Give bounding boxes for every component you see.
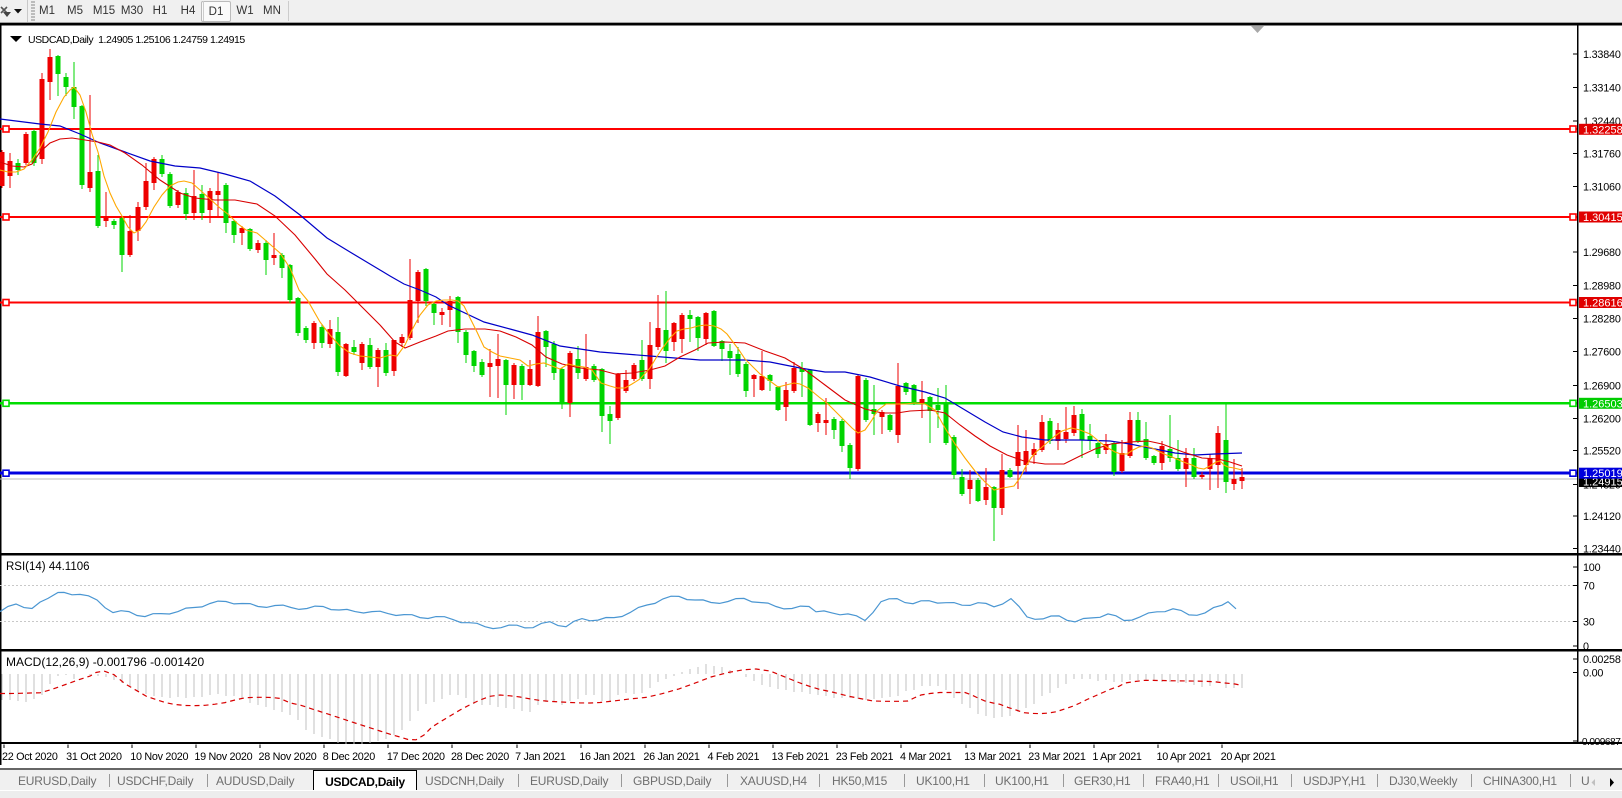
svg-text:1.26503: 1.26503	[1583, 398, 1622, 410]
svg-text:USDCAD,Daily 1.24905 1.25106: USDCAD,Daily 1.24905 1.25106 1.24759 1.2…	[28, 34, 245, 46]
svg-text:0.00: 0.00	[1583, 668, 1603, 680]
svg-text:8 Dec 2020: 8 Dec 2020	[323, 751, 376, 763]
svg-text:28 Dec 2020: 28 Dec 2020	[451, 751, 509, 763]
svg-text:1.31760: 1.31760	[1583, 149, 1621, 161]
svg-text:1.31060: 1.31060	[1583, 182, 1621, 194]
svg-text:4 Feb 2021: 4 Feb 2021	[708, 751, 760, 763]
svg-text:1.33140: 1.33140	[1583, 83, 1621, 95]
svg-text:19 Nov 2020: 19 Nov 2020	[194, 751, 252, 763]
svg-text:1.33840: 1.33840	[1583, 49, 1621, 61]
svg-text:1.25019: 1.25019	[1583, 468, 1622, 480]
svg-text:30: 30	[1583, 617, 1595, 629]
svg-text:0.00258: 0.00258	[1583, 654, 1621, 666]
svg-text:23 Mar 2021: 23 Mar 2021	[1028, 751, 1086, 763]
svg-text:31 Oct 2020: 31 Oct 2020	[66, 751, 122, 763]
svg-text:1.32258: 1.32258	[1583, 124, 1622, 136]
svg-text:1.29680: 1.29680	[1583, 247, 1621, 259]
svg-text:13 Feb 2021: 13 Feb 2021	[772, 751, 830, 763]
svg-text:0: 0	[1583, 641, 1589, 653]
svg-text:1.27600: 1.27600	[1583, 347, 1621, 359]
svg-text:1.28980: 1.28980	[1583, 281, 1621, 293]
svg-text:1.26900: 1.26900	[1583, 381, 1621, 393]
svg-text:4 Mar 2021: 4 Mar 2021	[900, 751, 952, 763]
svg-text:1.23440: 1.23440	[1583, 544, 1621, 556]
svg-text:100: 100	[1583, 562, 1601, 574]
svg-text:1.24120: 1.24120	[1583, 511, 1621, 523]
svg-text:-0.009687: -0.009687	[1579, 737, 1621, 748]
svg-text:1.30415: 1.30415	[1583, 212, 1622, 224]
svg-text:10 Apr 2021: 10 Apr 2021	[1157, 751, 1212, 763]
svg-text:MACD(12,26,9) -0.001796 -0.001: MACD(12,26,9) -0.001796 -0.001420	[6, 655, 204, 669]
svg-text:1.24915: 1.24915	[1583, 477, 1622, 489]
svg-text:7 Jan 2021: 7 Jan 2021	[515, 751, 566, 763]
svg-text:28 Nov 2020: 28 Nov 2020	[259, 751, 317, 763]
svg-text:1.28280: 1.28280	[1583, 314, 1621, 326]
svg-text:70: 70	[1583, 581, 1595, 593]
svg-text:22 Oct 2020: 22 Oct 2020	[2, 751, 58, 763]
svg-text:13 Mar 2021: 13 Mar 2021	[964, 751, 1022, 763]
svg-text:16 Jan 2021: 16 Jan 2021	[579, 751, 635, 763]
svg-text:RSI(14) 44.1106: RSI(14) 44.1106	[6, 561, 90, 573]
svg-text:1.25520: 1.25520	[1583, 446, 1621, 458]
svg-text:23 Feb 2021: 23 Feb 2021	[836, 751, 894, 763]
svg-text:26 Jan 2021: 26 Jan 2021	[643, 751, 699, 763]
svg-text:17 Dec 2020: 17 Dec 2020	[387, 751, 445, 763]
svg-text:1.28616: 1.28616	[1583, 298, 1622, 310]
svg-text:1.26200: 1.26200	[1583, 413, 1621, 425]
svg-text:1 Apr 2021: 1 Apr 2021	[1092, 751, 1142, 763]
svg-text:20 Apr 2021: 20 Apr 2021	[1221, 751, 1276, 763]
svg-text:10 Nov 2020: 10 Nov 2020	[130, 751, 188, 763]
